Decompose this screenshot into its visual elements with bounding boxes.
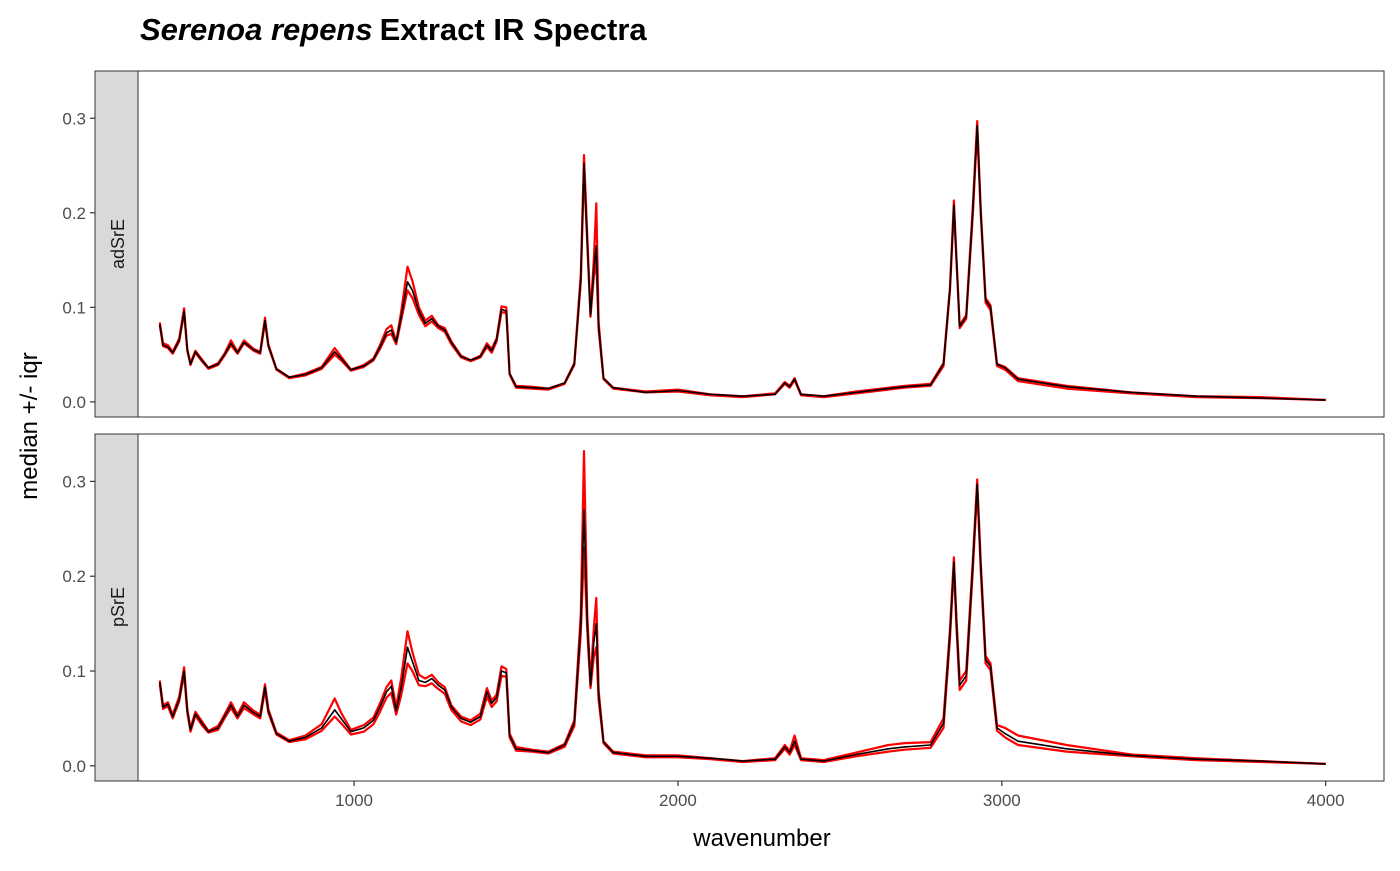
panel-psre: pSrE 0.0 0.1 0.2 0.3: [62, 433, 1385, 782]
chart-title-italic: Serenoa repens: [140, 12, 373, 47]
x-tick-label: 4000: [1307, 791, 1345, 810]
panel-adsre: adSrE 0.0 0.1 0.2 0.3: [62, 70, 1385, 418]
y-axis-psre: 0.0 0.1 0.2 0.3: [62, 472, 95, 776]
x-axis: 1000 2000 3000 4000: [335, 781, 1345, 810]
x-axis-title: wavenumber: [692, 825, 830, 852]
y-tick-label: 0.2: [62, 567, 86, 586]
plot-area-adsre: [137, 70, 1385, 418]
x-tick-label: 2000: [659, 791, 697, 810]
strip-psre: [94, 433, 139, 782]
strip-label-psre: pSrE: [108, 587, 128, 627]
y-tick-label: 0.0: [62, 393, 86, 412]
x-tick-label: 3000: [983, 791, 1021, 810]
y-tick-label: 0.1: [62, 298, 86, 317]
median-line-psre: [159, 483, 1326, 765]
y-tick-label: 0.3: [62, 472, 86, 491]
x-tick-label: 1000: [335, 791, 373, 810]
median-line-adsre: [159, 125, 1326, 401]
strip-adsre: [94, 70, 139, 418]
y-tick-label: 0.2: [62, 204, 86, 223]
y-tick-label: 0.0: [62, 757, 86, 776]
y-tick-label: 0.3: [62, 109, 86, 128]
plot-area-psre: [137, 433, 1385, 782]
y-axis-adsre: 0.0 0.1 0.2 0.3: [62, 109, 95, 412]
y-tick-label: 0.1: [62, 662, 86, 681]
series-layer-psre: [158, 450, 1326, 765]
strip-label-adsre: adSrE: [108, 219, 128, 269]
chart-title-main: Extract IR Spectra: [380, 12, 648, 47]
y-axis-title: median +/- iqr: [16, 352, 43, 499]
chart-title: Serenoa repens Extract IR Spectra: [140, 12, 647, 47]
series-layer-adsre: [158, 120, 1326, 402]
